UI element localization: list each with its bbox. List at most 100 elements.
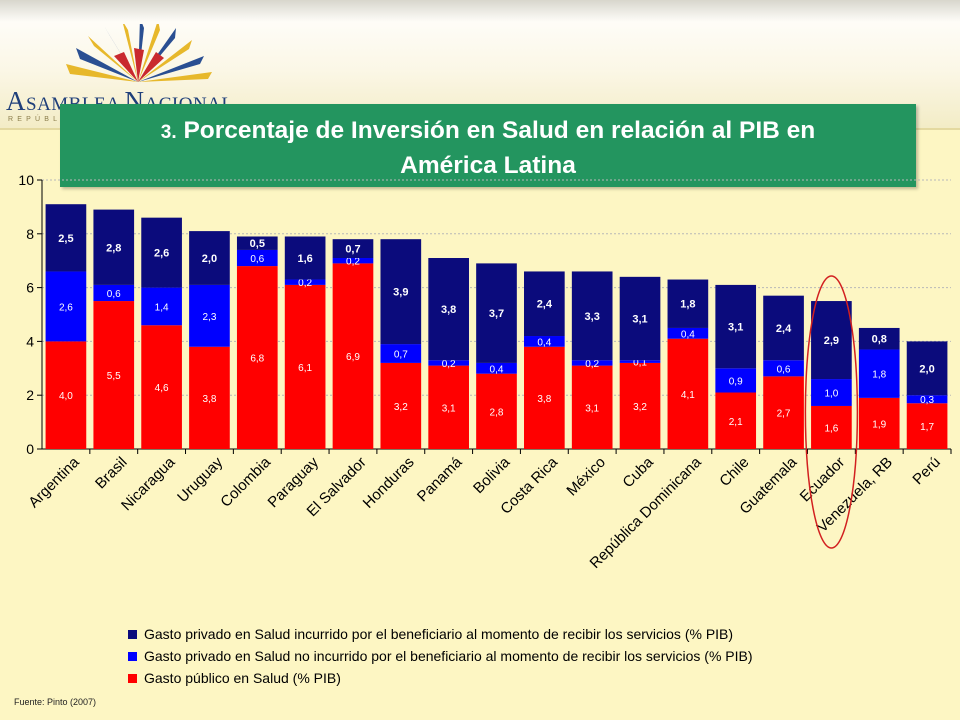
bar-chile-series-1	[715, 368, 757, 393]
bar-panama-series-1	[428, 360, 469, 366]
bar-bolivia-series-1	[476, 362, 517, 374]
data-label-nicaragua-series-1: 1,4	[155, 302, 169, 313]
data-label-peru-series-0: 1,7	[920, 422, 934, 433]
data-label-mexico-series-1: 0,2	[585, 359, 599, 370]
data-label-cuba-series-0: 3,2	[633, 402, 647, 413]
x-tick-label-chile: Chile	[716, 454, 752, 490]
slide-title-number: 3.	[160, 122, 177, 143]
bar-mexico-series-0	[571, 365, 613, 449]
bar-paraguay-series-1	[284, 279, 326, 285]
bar-nicaragua-series-0	[141, 325, 182, 449]
slide-title-line-2: América Latina	[400, 152, 576, 179]
bar-colombia-series-2	[236, 236, 278, 250]
data-label-el-salvador-series-1: 0,2	[346, 257, 360, 268]
data-label-ecuador-series-2: 2,9	[824, 335, 839, 347]
data-label-bolivia-series-2: 3,7	[489, 308, 504, 320]
bar-el-salvador-series-2	[332, 239, 374, 259]
x-tick-label-brasil: Brasil	[92, 454, 131, 493]
bar-guatemala-series-2	[763, 295, 804, 361]
data-label-uruguay-series-0: 3,8	[202, 394, 216, 405]
y-tick-label: 8	[26, 226, 34, 242]
data-label-chile-series-0: 2,1	[729, 417, 743, 428]
data-label-ecuador-series-0: 1,6	[824, 423, 838, 434]
x-tick-label-bolivia: Bolivia	[470, 453, 514, 497]
data-label-venezuela-rb-series-2: 0,8	[872, 334, 887, 346]
legend-label-private-not-incurred: Gasto privado en Salud no incurrido por …	[144, 648, 753, 664]
bar-peru-series-1	[906, 395, 948, 404]
data-label-mexico-series-2: 3,3	[585, 311, 600, 323]
bar-venezuela-rb-series-1	[858, 349, 900, 398]
data-label-honduras-series-2: 3,9	[393, 287, 408, 299]
data-label-colombia-series-1: 0,6	[250, 254, 264, 265]
data-label-panama-series-0: 3,1	[442, 403, 456, 414]
header-shadow	[0, 0, 960, 22]
data-label-colombia-series-0: 6,8	[250, 354, 264, 365]
data-label-panama-series-1: 0,2	[442, 359, 456, 370]
legend-label-private-incurred: Gasto privado en Salud incurrido por el …	[144, 626, 734, 642]
data-label-argentina-series-1: 2,6	[59, 302, 73, 313]
y-tick-label: 10	[18, 172, 34, 188]
bar-argentina-series-0	[45, 341, 87, 449]
x-tick-label-mexico: México	[563, 454, 609, 500]
bar-mexico-series-1	[571, 360, 613, 366]
data-label-mexico-series-0: 3,1	[585, 403, 599, 414]
data-label-chile-series-2: 3,1	[728, 322, 743, 334]
data-label-uruguay-series-1: 2,3	[202, 312, 216, 323]
source-note: Fuente: Pinto (2007)	[14, 697, 97, 707]
bar-ecuador-series-0	[811, 405, 852, 449]
logo-name-initial-1: A	[6, 86, 26, 116]
y-tick-label: 4	[26, 333, 34, 349]
slide-title-line-1: 3. Porcentaje de Inversión en Salud en r…	[60, 104, 916, 149]
bar-honduras-series-0	[380, 362, 422, 449]
bar-peru-series-2	[906, 341, 948, 396]
data-label-brasil-series-1: 0,6	[107, 289, 121, 300]
data-label-costa-rica-series-0: 3,8	[537, 394, 551, 405]
bar-honduras-series-2	[380, 239, 422, 345]
data-label-bolivia-series-0: 2,8	[490, 407, 504, 418]
bar-panama-series-2	[428, 258, 469, 361]
bar-brasil-series-0	[93, 301, 135, 449]
bar-nicaragua-series-2	[141, 217, 182, 288]
bar-peru-series-0	[906, 403, 948, 449]
bar-uruguay-series-2	[189, 231, 230, 285]
bar-uruguay-series-1	[189, 284, 230, 347]
bar-costa-rica-series-2	[524, 271, 565, 337]
data-label-venezuela-rb-series-0: 1,9	[872, 419, 886, 430]
bar-paraguay-series-2	[284, 236, 326, 280]
data-label-brasil-series-0: 5,5	[107, 371, 121, 382]
data-label-argentina-series-0: 4,0	[59, 391, 73, 402]
bar-republica-dominicana-series-1	[667, 327, 709, 339]
data-label-republica-dominicana-series-2: 1,8	[680, 299, 695, 311]
bar-mexico-series-2	[571, 271, 613, 361]
data-label-panama-series-2: 3,8	[441, 304, 456, 316]
bar-brasil-series-2	[93, 209, 135, 285]
bar-cuba-series-0	[619, 362, 661, 449]
bar-paraguay-series-0	[284, 284, 326, 449]
bar-chile-series-2	[715, 284, 757, 369]
data-label-guatemala-series-2: 2,4	[776, 323, 792, 335]
data-label-guatemala-series-1: 0,6	[777, 364, 791, 375]
bar-venezuela-rb-series-0	[858, 397, 900, 449]
data-label-bolivia-series-1: 0,4	[490, 364, 504, 375]
data-label-chile-series-1: 0,9	[729, 376, 743, 387]
legend-swatch-private-incurred	[128, 630, 137, 639]
data-label-paraguay-series-0: 6,1	[298, 363, 312, 374]
sunburst-icon	[66, 24, 212, 82]
x-tick-label-panama: Panamá	[414, 453, 466, 505]
data-label-nicaragua-series-0: 4,6	[155, 383, 169, 394]
data-label-honduras-series-0: 3,2	[394, 402, 408, 413]
data-label-cuba-series-2: 3,1	[632, 314, 647, 326]
bar-costa-rica-series-1	[524, 336, 565, 347]
data-label-nicaragua-series-2: 2,6	[154, 248, 169, 260]
data-label-uruguay-series-2: 2,0	[202, 253, 217, 265]
legend-swatch-public	[128, 674, 137, 683]
bar-republica-dominicana-series-2	[667, 279, 709, 328]
legend-label-public: Gasto público en Salud (% PIB)	[144, 670, 341, 686]
bar-ecuador-series-2	[811, 301, 852, 380]
data-label-republica-dominicana-series-1: 0,4	[681, 329, 695, 340]
data-label-cuba-series-1: 0,1	[633, 358, 647, 369]
stacked-bar-chart: 0 2 4 6 8 10 4,0 2,6 2,5 Argentina 5,5 0,6 2,8 Brasil…	[18, 172, 952, 572]
data-label-peru-series-1: 0,3	[920, 395, 934, 406]
data-label-paraguay-series-1: 0,2	[298, 278, 312, 289]
data-label-colombia-series-2: 0,5	[250, 238, 265, 250]
